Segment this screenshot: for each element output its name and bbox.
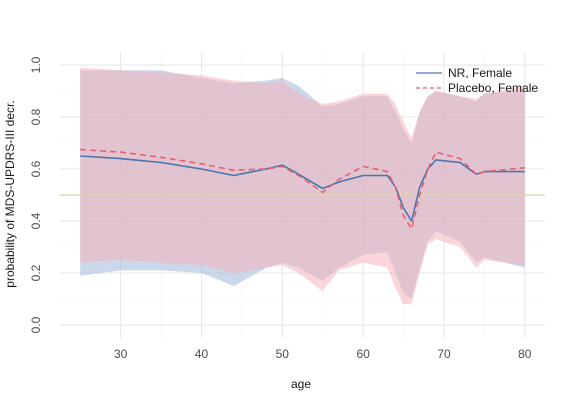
series-line-nr-female — [80, 155, 525, 222]
x-tick-label: 80 — [518, 347, 532, 361]
series-lines — [80, 148, 525, 230]
legend-label-placebo-female: Placebo, Female — [448, 81, 538, 95]
x-tick-label: 40 — [195, 347, 209, 361]
x-tick-label: 30 — [114, 347, 128, 361]
y-tick-label: 1.0 — [29, 56, 43, 73]
legend: NR, Female Placebo, Female — [416, 66, 538, 95]
x-tick-label: 70 — [437, 347, 451, 361]
y-tick-label: 0.4 — [29, 212, 43, 229]
confidence-bands — [80, 67, 525, 305]
x-tick-label: 60 — [356, 347, 370, 361]
confidence-band-placebo-female — [80, 67, 525, 305]
x-tick-labels: 30 40 50 60 70 80 — [114, 347, 532, 361]
x-tick-label: 50 — [276, 347, 290, 361]
y-tick-label: 0.8 — [29, 108, 43, 125]
y-tick-label: 0.6 — [29, 160, 43, 177]
y-tick-labels: 0.0 0.2 0.4 0.6 0.8 1.0 — [29, 56, 43, 333]
series-line-placebo-female — [80, 148, 525, 230]
y-axis-title: probability of MDS-UPDRS-III decr. — [3, 100, 17, 287]
legend-label-nr-female: NR, Female — [448, 66, 512, 80]
y-tick-label: 0.2 — [29, 264, 43, 281]
x-axis-title: age — [291, 377, 311, 391]
y-tick-label: 0.0 — [29, 316, 43, 333]
